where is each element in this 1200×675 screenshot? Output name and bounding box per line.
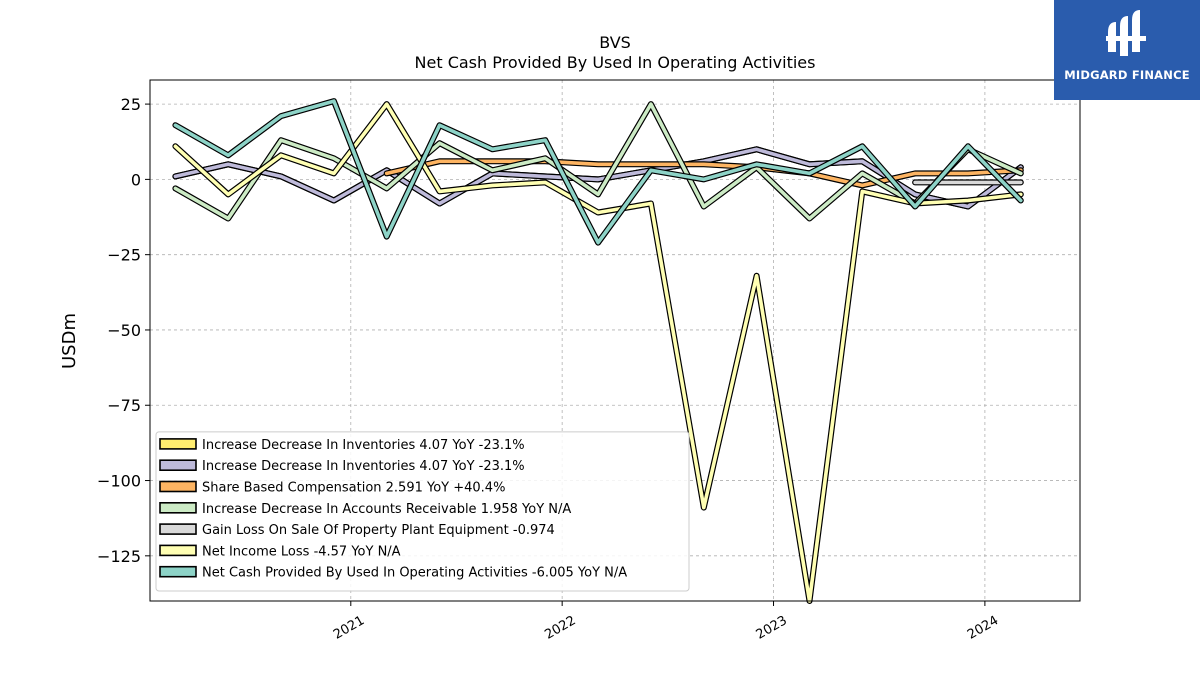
- midgard-logo-icon: [1106, 10, 1146, 56]
- legend-swatch: [159, 544, 197, 557]
- brand-name: MIDGARD FINANCE: [1064, 68, 1190, 82]
- x-tick-label: 2021: [331, 613, 367, 643]
- legend-label: Net Income Loss -4.57 YoY N/A: [202, 544, 401, 559]
- y-tick-label: 0: [131, 170, 141, 189]
- y-axis-label: USDm: [59, 313, 80, 369]
- y-tick-label: −25: [107, 246, 141, 265]
- series-line-stroke: [173, 102, 1023, 221]
- legend-swatch: [159, 565, 197, 578]
- legend: Increase Decrease In Inventories 4.07 Yo…: [155, 431, 690, 592]
- series-line-stroke: [173, 147, 1023, 209]
- legend-swatch: [159, 501, 197, 514]
- series-line-2: [383, 158, 1024, 189]
- series-line-stroke: [173, 99, 1023, 245]
- chart-subtitle: Net Cash Provided By Used In Operating A…: [415, 53, 816, 72]
- legend-label: Increase Decrease In Inventories 4.07 Yo…: [202, 459, 525, 474]
- x-tick-label: 2022: [542, 613, 578, 643]
- series-line-outline: [172, 98, 1024, 246]
- series-lines: [172, 98, 1024, 604]
- x-tick-label: 2024: [965, 613, 1001, 643]
- series-line-3: [172, 101, 1024, 222]
- y-tick-label: −75: [107, 396, 141, 415]
- y-tick-label: −50: [107, 321, 141, 340]
- legend-swatch: [159, 480, 197, 493]
- legend-label: Increase Decrease In Inventories 4.07 Yo…: [202, 438, 525, 453]
- legend-swatch: [159, 459, 197, 472]
- y-tick-label: −125: [97, 547, 141, 566]
- legend-label: Gain Loss On Sale Of Property Plant Equi…: [202, 523, 555, 538]
- legend-box: [155, 431, 690, 592]
- series-line-1: [172, 146, 1024, 210]
- legend-swatch: [159, 523, 197, 535]
- legend-label: Net Cash Provided By Used In Operating A…: [202, 566, 627, 581]
- brand-logo: MIDGARD FINANCE: [1054, 0, 1200, 100]
- chart-title: BVS: [599, 33, 631, 52]
- series-line-stroke: [384, 159, 1023, 188]
- y-tick-label: 25: [121, 95, 141, 114]
- x-tick-label: 2023: [754, 613, 790, 643]
- series-line-5: [172, 101, 1024, 604]
- legend-swatch: [159, 438, 197, 450]
- plot-frame: [149, 79, 1081, 602]
- series-line-6: [172, 98, 1024, 246]
- series-line-stroke: [173, 102, 1023, 603]
- y-tick-label: −100: [97, 472, 141, 491]
- legend-label: Share Based Compensation 2.591 YoY +40.4…: [202, 481, 505, 496]
- legend-label: Increase Decrease In Accounts Receivable…: [202, 502, 571, 517]
